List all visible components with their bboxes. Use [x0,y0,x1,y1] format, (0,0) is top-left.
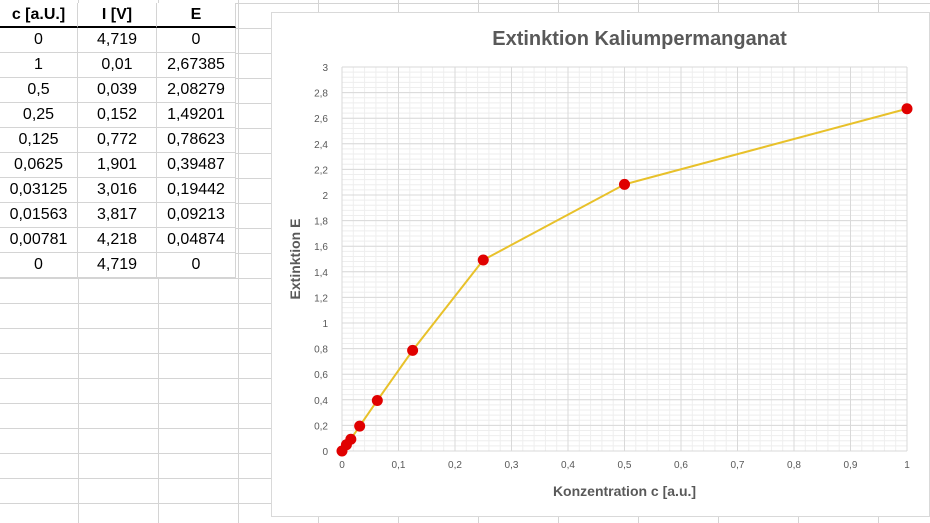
table-cell[interactable]: 3,016 [78,178,157,203]
x-tick-label: 0,9 [844,460,858,471]
x-tick-label: 0 [339,460,345,471]
table-cell[interactable]: 0,125 [0,128,78,153]
table-cell[interactable]: 3,817 [78,203,157,228]
table-row: 0 4,719 0 [0,28,236,53]
table-cell[interactable]: 4,218 [78,228,157,253]
table-row: 0,5 0,039 2,08279 [0,78,236,103]
table-cell[interactable]: 0 [0,253,78,278]
header-current[interactable]: I [V] [78,3,157,28]
header-row: c [a.U.] I [V] E [0,3,236,28]
data-point [345,433,357,445]
table-cell[interactable]: 1 [0,53,78,78]
x-tick-label: 0,7 [731,460,745,471]
table-cell[interactable]: 0,39487 [157,153,236,178]
table-cell[interactable]: 0 [157,28,236,53]
table-cell[interactable]: 4,719 [78,28,157,53]
data-point [371,394,383,406]
x-tick-label: 0,3 [505,460,519,471]
table-cell[interactable]: 1,901 [78,153,157,178]
y-tick-label: 0,2 [314,421,328,432]
table-cell[interactable]: 0,01563 [0,203,78,228]
y-tick-label: 0,6 [314,370,328,381]
table-cell[interactable]: 0,00781 [0,228,78,253]
table-cell[interactable]: 0,04874 [157,228,236,253]
x-tick-label: 0,8 [787,460,801,471]
header-extinction[interactable]: E [157,3,236,28]
data-point [477,254,489,266]
table-row: 1 0,01 2,67385 [0,53,236,78]
y-tick-label: 0 [322,447,328,458]
chart-extinction[interactable]: 0 0,1 0,2 0,3 0,4 0,5 0,6 0,7 0,8 0,9 1 0 0,2 0,4 0,6 0… [271,12,930,517]
table-cell[interactable]: 0,772 [78,128,157,153]
y-tick-label: 1,4 [314,268,328,279]
y-tick-label: 3 [322,63,328,74]
table-cell[interactable]: 0,0625 [0,153,78,178]
x-axis-label: Konzentration c [a.u.] [553,483,696,499]
table-cell[interactable]: 0 [157,253,236,278]
table-cell[interactable]: 0,152 [78,103,157,128]
y-tick-label: 2,2 [314,165,328,176]
header-concentration[interactable]: c [a.U.] [0,3,78,28]
data-point [619,178,630,190]
table-cell[interactable]: 1,49201 [157,103,236,128]
y-tick-label: 1,6 [314,242,328,253]
table-cell[interactable]: 0,25 [0,103,78,128]
x-tick-label: 0,5 [618,460,632,471]
y-axis-label: Extinktion E [287,219,303,300]
x-tick-label: 0,4 [561,460,575,471]
chart-title: Extinktion Kaliumpermanganat [492,28,787,50]
data-table: c [a.U.] I [V] E 0 4,719 0 1 0,01 2,6738… [0,3,236,278]
table-row: 0,01563 3,817 0,09213 [0,203,236,228]
y-tick-label: 2,4 [314,140,328,151]
table-row: 0,00781 4,218 0,04874 [0,228,236,253]
table-cell[interactable]: 2,67385 [157,53,236,78]
table-cell[interactable]: 4,719 [78,253,157,278]
table-cell[interactable]: 0,01 [78,53,157,78]
table-row: 0,0625 1,901 0,39487 [0,153,236,178]
y-tick-label: 2 [322,191,328,202]
table-cell[interactable]: 0,5 [0,78,78,103]
x-tick-label: 0,6 [674,460,688,471]
x-tick-label: 1 [904,460,910,471]
y-tick-label: 2,8 [314,89,328,100]
table-cell[interactable]: 0,19442 [157,178,236,203]
table-row: 0,125 0,772 0,78623 [0,128,236,153]
table-cell[interactable]: 0,09213 [157,203,236,228]
table-row: 0,03125 3,016 0,19442 [0,178,236,203]
table-cell[interactable]: 2,08279 [157,78,236,103]
chart-canvas: 0 0,1 0,2 0,3 0,4 0,5 0,6 0,7 0,8 0,9 1 0 0,2 0,4 0,6 0… [287,28,913,499]
table-cell[interactable]: 0 [0,28,78,53]
y-tick-label: 1 [322,319,328,330]
x-tick-label: 0,2 [448,460,462,471]
y-tick-label: 0,4 [314,396,328,407]
table-cell[interactable]: 0,039 [78,78,157,103]
x-tick-label: 0,1 [392,460,406,471]
data-point [901,103,913,115]
table-row: 0 4,719 0 [0,253,236,278]
data-point [354,420,366,432]
table-row: 0,25 0,152 1,49201 [0,103,236,128]
y-tick-label: 1,8 [314,217,328,228]
table-cell[interactable]: 0,03125 [0,178,78,203]
data-point [407,344,419,356]
y-tick-label: 1,2 [314,293,328,304]
table-cell[interactable]: 0,78623 [157,128,236,153]
y-tick-label: 2,6 [314,114,328,125]
y-tick-label: 0,8 [314,345,328,356]
